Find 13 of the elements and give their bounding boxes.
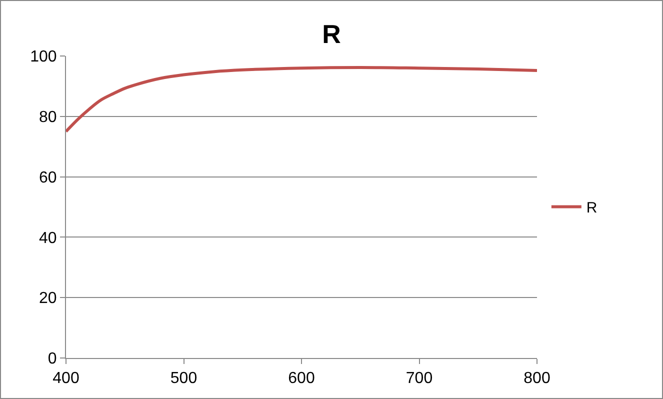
x-tick-label: 500 bbox=[170, 370, 198, 388]
x-tick-label: 400 bbox=[52, 370, 80, 388]
legend-label: R bbox=[586, 200, 598, 217]
y-tick-label: 80 bbox=[39, 109, 57, 126]
y-tick-label: 0 bbox=[48, 350, 57, 368]
chart-title: R bbox=[322, 19, 342, 50]
y-tick-label: 20 bbox=[39, 290, 57, 308]
y-tick-label: 100 bbox=[30, 48, 57, 66]
x-tick-label: 700 bbox=[406, 370, 433, 388]
x-tick-label: 600 bbox=[288, 370, 315, 388]
y-tick-label: 40 bbox=[39, 230, 57, 247]
y-tick-label: 60 bbox=[39, 169, 57, 186]
x-tick-label: 800 bbox=[524, 370, 550, 388]
